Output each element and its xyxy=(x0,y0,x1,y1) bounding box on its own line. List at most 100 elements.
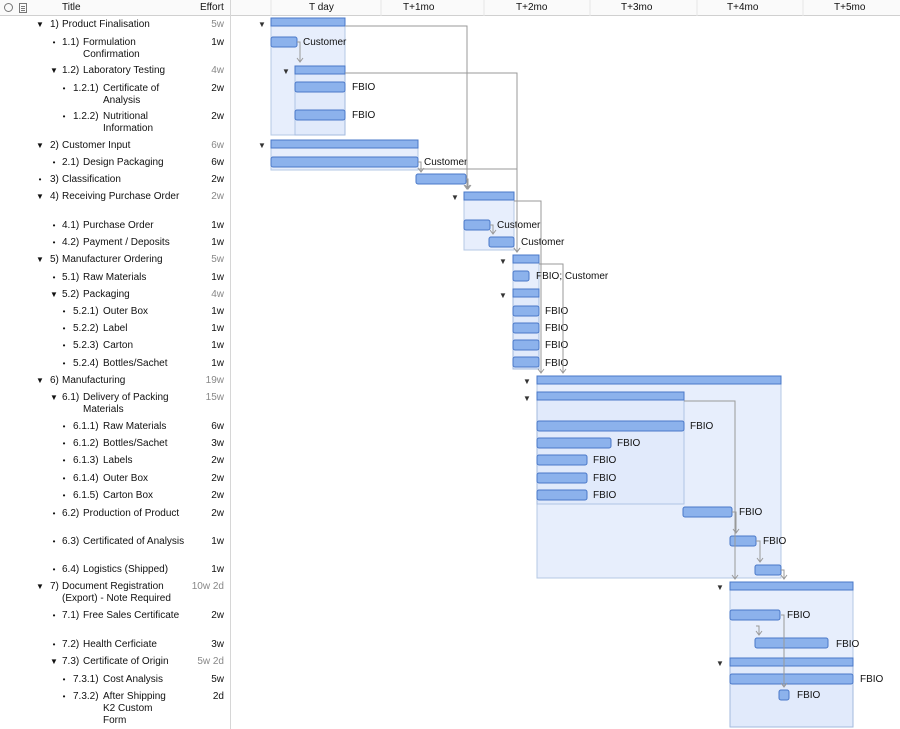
row-effort[interactable]: 4w xyxy=(211,289,224,300)
outline-row[interactable]: ▼ 1) Product Finalisation 5w xyxy=(0,16,231,33)
task-bar[interactable] xyxy=(512,356,540,368)
outline-row[interactable]: • 6.1.1) Raw Materials 6w xyxy=(0,418,231,435)
row-title[interactable]: Bottles/Sachet xyxy=(103,358,168,369)
task-bar[interactable] xyxy=(463,219,491,231)
group-summary-bar[interactable] xyxy=(270,17,346,27)
row-title[interactable]: Logistics (Shipped) xyxy=(83,564,169,575)
row-effort[interactable]: 2w xyxy=(211,191,224,202)
task-bar[interactable] xyxy=(536,472,588,484)
row-effort[interactable]: 2w xyxy=(211,473,224,484)
gantt-collapse-icon[interactable]: ▼ xyxy=(258,141,266,150)
row-effort[interactable]: 5w xyxy=(211,254,224,265)
task-bar[interactable] xyxy=(536,420,685,432)
row-title[interactable]: Label xyxy=(103,323,128,334)
disclosure-triangle-icon[interactable]: ▼ xyxy=(50,290,58,299)
disclosure-triangle-icon[interactable]: ▼ xyxy=(36,141,44,150)
task-bar[interactable] xyxy=(536,454,588,466)
row-title[interactable]: Outer Box xyxy=(103,306,149,317)
row-effort[interactable]: 6w xyxy=(211,157,224,168)
outline-row[interactable]: • 6.1.5) Carton Box 2w xyxy=(0,487,231,504)
row-effort[interactable]: 1w xyxy=(211,564,224,575)
group-summary-bar[interactable] xyxy=(463,191,515,201)
outline-row[interactable]: • 5.2.2) Label 1w xyxy=(0,320,231,337)
disclosure-triangle-icon[interactable]: ▼ xyxy=(36,255,44,264)
row-title[interactable]: Design Packaging xyxy=(83,157,164,168)
row-title[interactable]: Manufacturer Ordering xyxy=(62,254,163,265)
row-title[interactable]: Raw Materials xyxy=(83,272,147,283)
group-summary-bar[interactable] xyxy=(729,657,854,667)
outline-row[interactable]: ▼ 7) Document Registration (Export) - Note… xyxy=(0,578,231,606)
row-effort[interactable]: 5w xyxy=(211,19,224,30)
group-summary-bar[interactable] xyxy=(536,375,782,385)
row-effort[interactable]: 5w 2d xyxy=(197,656,224,667)
outline-row[interactable]: ▼ 6.1) Delivery of Packing Materials 15w xyxy=(0,389,231,417)
disclosure-triangle-icon[interactable]: ▼ xyxy=(36,376,44,385)
outline-row[interactable]: ▼ 5) Manufacturer Ordering 5w xyxy=(0,251,231,268)
title-column-header[interactable]: Title xyxy=(62,2,81,13)
gantt-collapse-icon[interactable]: ▼ xyxy=(499,257,507,266)
gantt-collapse-icon[interactable]: ▼ xyxy=(258,20,266,29)
group-summary-bar[interactable] xyxy=(729,581,854,591)
disclosure-triangle-icon[interactable]: ▼ xyxy=(50,393,58,402)
task-bar[interactable] xyxy=(512,305,540,317)
gantt-collapse-icon[interactable]: ▼ xyxy=(716,583,724,592)
task-bar[interactable] xyxy=(415,173,467,185)
outline-row[interactable]: • 6.1.3) Labels 2w xyxy=(0,452,231,469)
gantt-collapse-icon[interactable]: ▼ xyxy=(282,67,290,76)
row-effort[interactable]: 6w xyxy=(211,140,224,151)
outline-row[interactable]: • 6.4) Logistics (Shipped) 1w xyxy=(0,561,231,578)
outline-row[interactable]: • 6.2) Production of Product 2w xyxy=(0,505,231,533)
row-title[interactable]: After Shipping K2 Custom Form xyxy=(103,691,166,726)
task-bar[interactable] xyxy=(512,322,540,334)
row-effort[interactable]: 15w xyxy=(205,392,224,403)
row-title[interactable]: Bottles/Sachet xyxy=(103,438,168,449)
row-effort[interactable]: 4w xyxy=(211,65,224,76)
row-effort[interactable]: 1w xyxy=(211,340,224,351)
row-title[interactable]: Formulation Confirmation xyxy=(83,37,140,60)
row-effort[interactable]: 3w xyxy=(211,639,224,650)
task-bar[interactable] xyxy=(682,506,733,518)
disclosure-triangle-icon[interactable]: ▼ xyxy=(36,582,44,591)
row-title[interactable]: Classification xyxy=(62,174,121,185)
row-title[interactable]: Carton xyxy=(103,340,134,351)
task-bar[interactable] xyxy=(512,339,540,351)
task-bar[interactable] xyxy=(754,637,829,649)
outline-row[interactable]: • 5.2.4) Bottles/Sachet 1w xyxy=(0,355,231,372)
row-title[interactable]: Payment / Deposits xyxy=(83,237,170,248)
gantt-collapse-icon[interactable]: ▼ xyxy=(523,394,531,403)
outline-row[interactable]: • 3) Classification 2w xyxy=(0,171,231,188)
row-title[interactable]: Certificate of Analysis xyxy=(103,83,160,106)
outline-row[interactable]: ▼ 6) Manufacturing 19w xyxy=(0,372,231,389)
outline-row[interactable]: • 5.1) Raw Materials 1w xyxy=(0,269,231,286)
task-bar[interactable] xyxy=(536,489,588,501)
note-icon[interactable] xyxy=(19,3,27,13)
group-summary-bar[interactable] xyxy=(512,288,540,298)
gantt-collapse-icon[interactable]: ▼ xyxy=(499,291,507,300)
outline-row[interactable]: • 5.2.1) Outer Box 1w xyxy=(0,303,231,320)
task-bar[interactable] xyxy=(488,236,515,248)
row-effort[interactable]: 1w xyxy=(211,536,224,547)
outline-row[interactable]: • 1.1) Formulation Confirmation 1w xyxy=(0,34,231,62)
row-effort[interactable]: 1w xyxy=(211,237,224,248)
row-title[interactable]: Outer Box xyxy=(103,473,149,484)
row-effort[interactable]: 2w xyxy=(211,490,224,501)
task-bar[interactable] xyxy=(729,609,781,621)
task-bar[interactable] xyxy=(294,81,346,93)
row-effort[interactable]: 2w xyxy=(211,174,224,185)
row-effort[interactable]: 1w xyxy=(211,306,224,317)
row-title[interactable]: Certificate of Origin xyxy=(83,656,169,667)
gantt-collapse-icon[interactable]: ▼ xyxy=(716,659,724,668)
outline-row[interactable]: • 7.1) Free Sales Certificate 2w xyxy=(0,607,231,635)
task-bar[interactable] xyxy=(512,270,530,282)
outline-row[interactable]: • 4.2) Payment / Deposits 1w xyxy=(0,234,231,251)
row-title[interactable]: Free Sales Certificate xyxy=(83,610,180,621)
row-effort[interactable]: 1w xyxy=(211,272,224,283)
row-title[interactable]: Nutritional Information xyxy=(103,111,154,134)
panel-divider[interactable] xyxy=(230,0,231,729)
task-bar[interactable] xyxy=(536,437,612,449)
row-effort[interactable]: 2w xyxy=(211,111,224,122)
row-title[interactable]: Raw Materials xyxy=(103,421,167,432)
row-title[interactable]: Receiving Purchase Order xyxy=(62,191,180,202)
disclosure-triangle-icon[interactable]: ▼ xyxy=(50,66,58,75)
task-bar[interactable] xyxy=(754,564,782,576)
